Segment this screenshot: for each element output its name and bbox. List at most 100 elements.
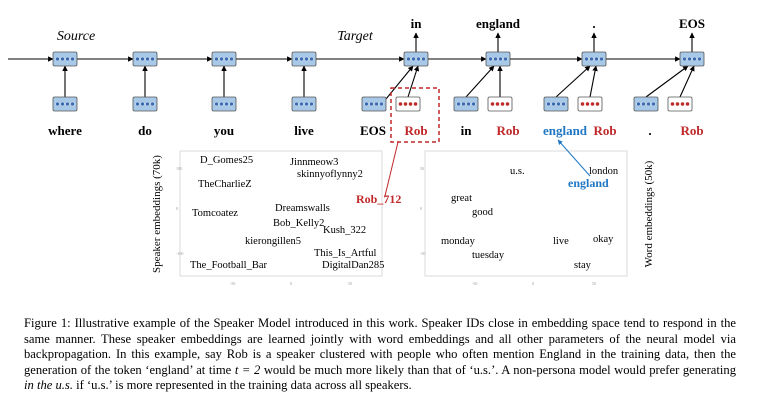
caption-time-step: t = 2 xyxy=(234,362,261,377)
cell-unit xyxy=(584,56,589,62)
speaker-name-3: TheCharlieZ xyxy=(198,179,252,190)
cell-unit xyxy=(498,56,503,62)
cell-unit xyxy=(408,101,413,107)
cell-unit xyxy=(299,101,304,107)
input-word-8: england xyxy=(543,123,588,138)
cell-frame xyxy=(581,51,607,67)
speaker-name-7: kierongillen5 xyxy=(245,236,301,247)
cell-frame xyxy=(291,51,317,67)
input-word-7: Rob xyxy=(496,123,519,138)
speaker-name-10: The_Football_Bar xyxy=(190,260,267,271)
tick: -50 xyxy=(420,251,425,256)
word-name-1: london xyxy=(589,166,619,177)
speaker-embedding-1 xyxy=(487,96,513,112)
cell-unit xyxy=(224,101,229,107)
tick: 50 xyxy=(420,166,424,171)
cell-unit xyxy=(685,101,690,107)
input-word-2: you xyxy=(214,123,234,138)
cell-frame xyxy=(453,96,479,112)
cell-frame xyxy=(543,96,569,112)
cell-unit xyxy=(229,101,234,107)
cell-frame xyxy=(211,96,237,112)
cell-unit xyxy=(411,56,416,62)
word-name-5: live xyxy=(553,236,569,247)
cell-unit xyxy=(304,56,309,62)
cell-unit xyxy=(651,101,656,107)
target-label: Target xyxy=(337,29,374,44)
hidden-cell-2 xyxy=(211,51,237,67)
flow-arrow xyxy=(645,65,689,98)
cell-unit xyxy=(60,56,65,62)
output-word-2: . xyxy=(592,16,595,31)
cell-unit xyxy=(675,101,680,107)
input-embedding-1 xyxy=(132,96,158,112)
cell-unit xyxy=(697,56,702,62)
input-embedding-0 xyxy=(52,96,78,112)
speaker-plot-ylabel: Speaker embeddings (70k) xyxy=(151,155,163,273)
hidden-cell-4 xyxy=(403,51,429,67)
input-word-11: Rob xyxy=(680,123,703,138)
cell-unit xyxy=(369,101,374,107)
cell-unit xyxy=(503,56,508,62)
bottom-input-words: where do you live EOS Rob in Rob england Rob. Rob xyxy=(48,123,703,138)
cell-unit xyxy=(585,101,590,107)
flow-arrow xyxy=(407,65,420,98)
cell-frame xyxy=(679,51,705,67)
cell-unit xyxy=(135,56,140,62)
caption-part-1: Figure 1: Illustrative example of the Sp… xyxy=(24,316,736,377)
cell-unit xyxy=(150,56,155,62)
cell-unit xyxy=(636,101,641,107)
cell-unit xyxy=(546,101,551,107)
speaker-embedding-3 xyxy=(667,96,693,112)
word-embedding-plot: Word embeddings (50k) u.s. london greatgoo… xyxy=(420,139,655,286)
cell-frame xyxy=(487,96,513,112)
england-pointer-arrow xyxy=(557,139,591,177)
speaker-embedding-plot: Speaker embeddings (70k) D_Gomes25 Jinnme… xyxy=(151,150,401,286)
cell-unit xyxy=(505,101,510,107)
cell-unit xyxy=(589,56,594,62)
cell-unit xyxy=(309,101,314,107)
cell-unit xyxy=(214,56,219,62)
cell-frame xyxy=(633,96,659,112)
figure-caption: Figure 1: Illustrative example of the Sp… xyxy=(24,316,736,394)
cell-frame xyxy=(485,51,511,67)
output-word-1: england xyxy=(476,16,521,31)
input-word-3: live xyxy=(294,123,314,138)
cell-unit xyxy=(413,101,418,107)
word-embedding-3 xyxy=(633,96,659,112)
connection-arrows xyxy=(8,32,695,100)
cell-unit xyxy=(461,101,466,107)
top-output-words: in england. EOS xyxy=(411,16,705,31)
cell-unit xyxy=(416,56,421,62)
cell-unit xyxy=(398,101,403,107)
speaker-name-8: Kush_322 xyxy=(323,225,366,236)
word-name-8: stay xyxy=(574,260,592,271)
cell-unit xyxy=(406,56,411,62)
source-label: Source xyxy=(57,29,95,44)
cell-frame xyxy=(52,51,78,67)
hidden-cell-3 xyxy=(291,51,317,67)
cell-unit xyxy=(556,101,561,107)
cell-unit xyxy=(150,101,155,107)
cell-unit xyxy=(145,56,150,62)
word-name-4: monday xyxy=(441,236,476,247)
cell-unit xyxy=(456,101,461,107)
flow-arrow xyxy=(555,65,591,98)
speaker-name-5: Tomcoatez xyxy=(192,208,238,219)
word-embedding-2 xyxy=(543,96,569,112)
cell-frame xyxy=(361,96,387,112)
tick: 0 xyxy=(176,206,178,211)
speaker-name-6: Bob_Kelly2 xyxy=(273,218,324,229)
speaker-name-11: DigitalDan285 xyxy=(322,260,384,271)
cell-unit xyxy=(379,101,384,107)
tick: 50 xyxy=(592,281,596,286)
cell-unit xyxy=(224,56,229,62)
cell-unit xyxy=(65,56,70,62)
cell-unit xyxy=(599,56,604,62)
tick: 50 xyxy=(348,281,352,286)
speaker-embedding-2 xyxy=(577,96,603,112)
word-embedding-0 xyxy=(361,96,387,112)
cell-unit xyxy=(421,56,426,62)
word-name-3: good xyxy=(472,207,494,218)
